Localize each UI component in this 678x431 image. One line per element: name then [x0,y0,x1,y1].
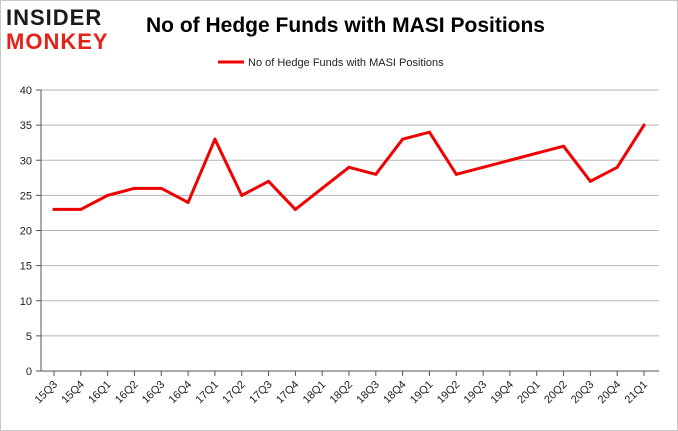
data-point [401,137,405,141]
x-tick-label: 21Q1 [623,379,651,407]
y-tick-label: 35 [20,120,32,132]
x-tick-label: 17Q4 [274,379,302,407]
x-tick-label: 15Q3 [33,379,61,407]
data-point [213,137,217,141]
legend: No of Hedge Funds with MASI Positions [218,57,444,69]
logo-line-1: INSIDER [6,5,103,30]
y-tick-label: 40 [20,85,32,97]
x-tick-label: 20Q3 [569,379,597,407]
data-point [481,165,485,169]
data-point [508,158,512,162]
y-tick-label: 0 [26,366,32,378]
y-tick-label: 25 [20,190,32,202]
y-tick-label: 30 [20,155,32,167]
data-point [106,193,110,197]
x-tick-label: 20Q4 [596,379,624,407]
y-tick-label: 5 [26,331,32,343]
data-point [642,123,646,127]
x-tick-label: 19Q2 [435,379,463,407]
insider-monkey-logo: INSIDER MONKEY [6,4,130,56]
data-point [374,172,378,176]
data-point [427,130,431,134]
data-point [52,207,56,211]
y-tick-label: 20 [20,226,32,238]
x-tick-label: 17Q3 [247,379,275,407]
x-tick-label: 16Q3 [140,379,168,407]
x-tick-label: 19Q1 [408,379,436,407]
y-tick-labels: 0 5 10 15 20 25 30 35 40 [20,85,32,378]
x-tick-label: 19Q4 [489,379,517,407]
data-point [159,186,163,190]
chart-title: No of Hedge Funds with MASI Positions [146,14,545,37]
x-tick-label: 15Q4 [59,379,87,407]
x-tick-label: 16Q1 [86,379,114,407]
axes [36,89,659,376]
x-tick-label: 18Q1 [301,379,329,407]
x-tick-label: 20Q1 [515,379,543,407]
data-point [454,172,458,176]
x-tick-labels: 15Q3 15Q4 16Q1 16Q2 16Q3 16Q4 17Q1 17Q2 17Q3 17Q4… [33,379,651,407]
data-point [535,151,539,155]
x-tick-label: 17Q2 [220,379,248,407]
x-tick-label: 16Q2 [113,379,141,407]
data-point [588,179,592,183]
gridlines [41,89,659,337]
data-point [132,186,136,190]
x-tick-label: 18Q3 [354,379,382,407]
y-tick-label: 10 [20,296,32,308]
y-tick-label: 15 [20,261,32,273]
x-tick-label: 20Q2 [542,379,570,407]
x-tick-label: 18Q2 [328,379,356,407]
x-tick-label: 19Q3 [462,379,490,407]
data-point [320,186,324,190]
data-point [79,207,83,211]
x-tick-label: 17Q1 [194,379,222,407]
data-point [562,144,566,148]
data-point [186,200,190,204]
legend-label: No of Hedge Funds with MASI Positions [248,57,444,69]
x-tick-label: 18Q4 [381,379,409,407]
logo-line-2: MONKEY [6,29,109,54]
data-point [615,165,619,169]
data-point [240,193,244,197]
data-point [267,179,271,183]
data-point [293,207,297,211]
x-tick-label: 16Q4 [167,379,195,407]
series-lines [52,123,646,211]
data-point [347,165,351,169]
